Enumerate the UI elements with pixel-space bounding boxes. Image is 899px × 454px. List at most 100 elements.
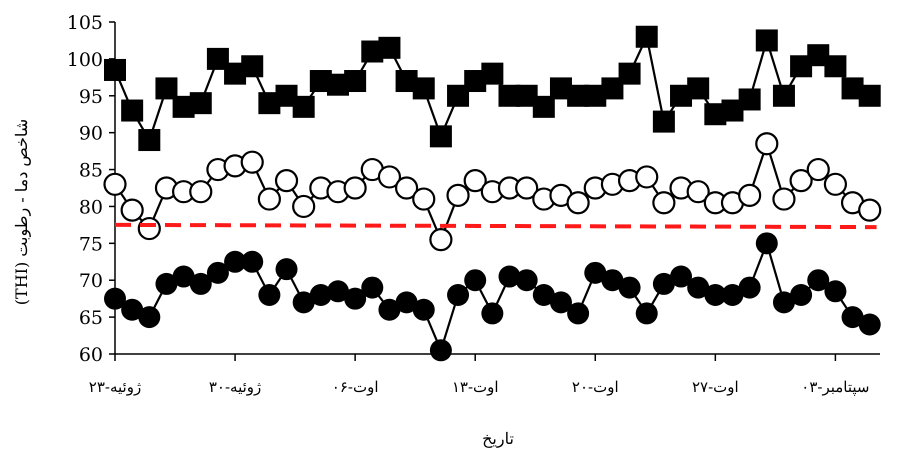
data-point [515, 84, 538, 107]
y-axis: 60 65 70 75 80 85 90 95 100 105 [67, 12, 116, 366]
data-point [738, 88, 761, 111]
data-point [481, 62, 504, 85]
data-point [652, 272, 675, 295]
x-tick-label: ۲۷-اوت [692, 378, 739, 396]
data-point [326, 280, 349, 303]
data-point [121, 99, 144, 122]
data-point [155, 272, 178, 295]
data-point [155, 77, 178, 100]
data-point [137, 216, 161, 241]
data-point [618, 62, 641, 85]
data-point [395, 70, 418, 93]
data-point [584, 84, 607, 107]
data-point [738, 276, 761, 299]
data-point [429, 339, 452, 362]
data-point [549, 291, 572, 314]
data-point [429, 228, 453, 252]
data-point [755, 29, 778, 52]
data-point [755, 232, 778, 255]
x-tick-label: ۰۳-سپتامبر [801, 378, 869, 396]
data-point [172, 265, 195, 288]
series-3 [104, 232, 881, 362]
data-point [104, 58, 126, 81]
data-point [464, 70, 487, 93]
data-point [738, 183, 762, 207]
data-point [755, 132, 779, 156]
data-point [841, 77, 864, 100]
data-point [772, 187, 796, 211]
data-point [258, 283, 281, 306]
data-point [687, 276, 710, 299]
data-point [858, 84, 881, 107]
data-point [566, 191, 590, 215]
data-point [704, 103, 727, 126]
data-point [429, 125, 452, 148]
y-tick-label: 85 [79, 160, 103, 182]
data-point [326, 73, 349, 96]
data-point [292, 194, 316, 219]
data-point [463, 169, 487, 193]
data-point [584, 261, 607, 284]
data-point [824, 55, 847, 78]
data-point [515, 176, 539, 200]
data-point [807, 269, 830, 292]
data-point [138, 306, 161, 329]
data-point [258, 92, 281, 115]
data-point [189, 180, 213, 204]
data-point [241, 250, 264, 273]
x-tick-label: ۳۰-ژوئیه [209, 378, 261, 396]
data-point [498, 265, 521, 288]
data-point [824, 280, 847, 303]
data-point [240, 150, 264, 174]
data-point [670, 84, 693, 107]
x-tick-label: ۰۶-اوت [332, 378, 379, 396]
data-point [652, 191, 676, 215]
y-tick-label: 60 [79, 344, 103, 366]
data-point [858, 313, 881, 336]
data-point [412, 77, 435, 100]
data-point [394, 176, 419, 200]
data-point [549, 77, 572, 100]
data-point [344, 70, 367, 93]
data-point [567, 84, 590, 107]
data-point [618, 276, 641, 299]
data-point [772, 84, 795, 107]
series-4 [114, 222, 877, 230]
threshold-line [114, 222, 877, 230]
series-layer [103, 25, 882, 362]
y-tick-label: 80 [79, 196, 103, 218]
data-point [686, 180, 710, 204]
data-point [807, 44, 830, 67]
data-point [635, 165, 659, 189]
data-point [601, 269, 624, 292]
data-point [206, 47, 229, 70]
data-point [635, 302, 658, 325]
data-point [412, 298, 435, 321]
data-point [446, 183, 470, 207]
data-point [103, 172, 127, 196]
data-point [224, 62, 247, 85]
data-point [532, 283, 555, 306]
x-axis: ۲۳-ژوئیه ۳۰-ژوئیه ۰۶-اوت ۱۳-اوت ۲۰-اوت ۲۷-اوت… [89, 353, 880, 396]
y-axis-title: (THI) شاخص دما - رطوبت [12, 119, 31, 305]
y-tick-label: 65 [79, 307, 103, 329]
y-tick-label: 90 [79, 123, 103, 145]
data-point [858, 198, 882, 222]
data-point [104, 287, 126, 310]
data-point [806, 157, 830, 182]
data-point [361, 276, 384, 299]
x-tick-label: ۲۰-اوت [572, 378, 619, 396]
data-point [532, 95, 555, 118]
data-point [189, 272, 212, 295]
y-tick-label: 75 [79, 233, 103, 255]
data-point [721, 283, 744, 306]
series-2 [103, 132, 882, 252]
data-point [567, 302, 590, 325]
y-tick-label: 100 [67, 49, 103, 71]
data-point [378, 36, 401, 59]
data-point [121, 298, 144, 321]
data-point [687, 77, 710, 100]
data-point [823, 172, 848, 196]
data-point [309, 70, 332, 93]
data-point [670, 265, 693, 288]
